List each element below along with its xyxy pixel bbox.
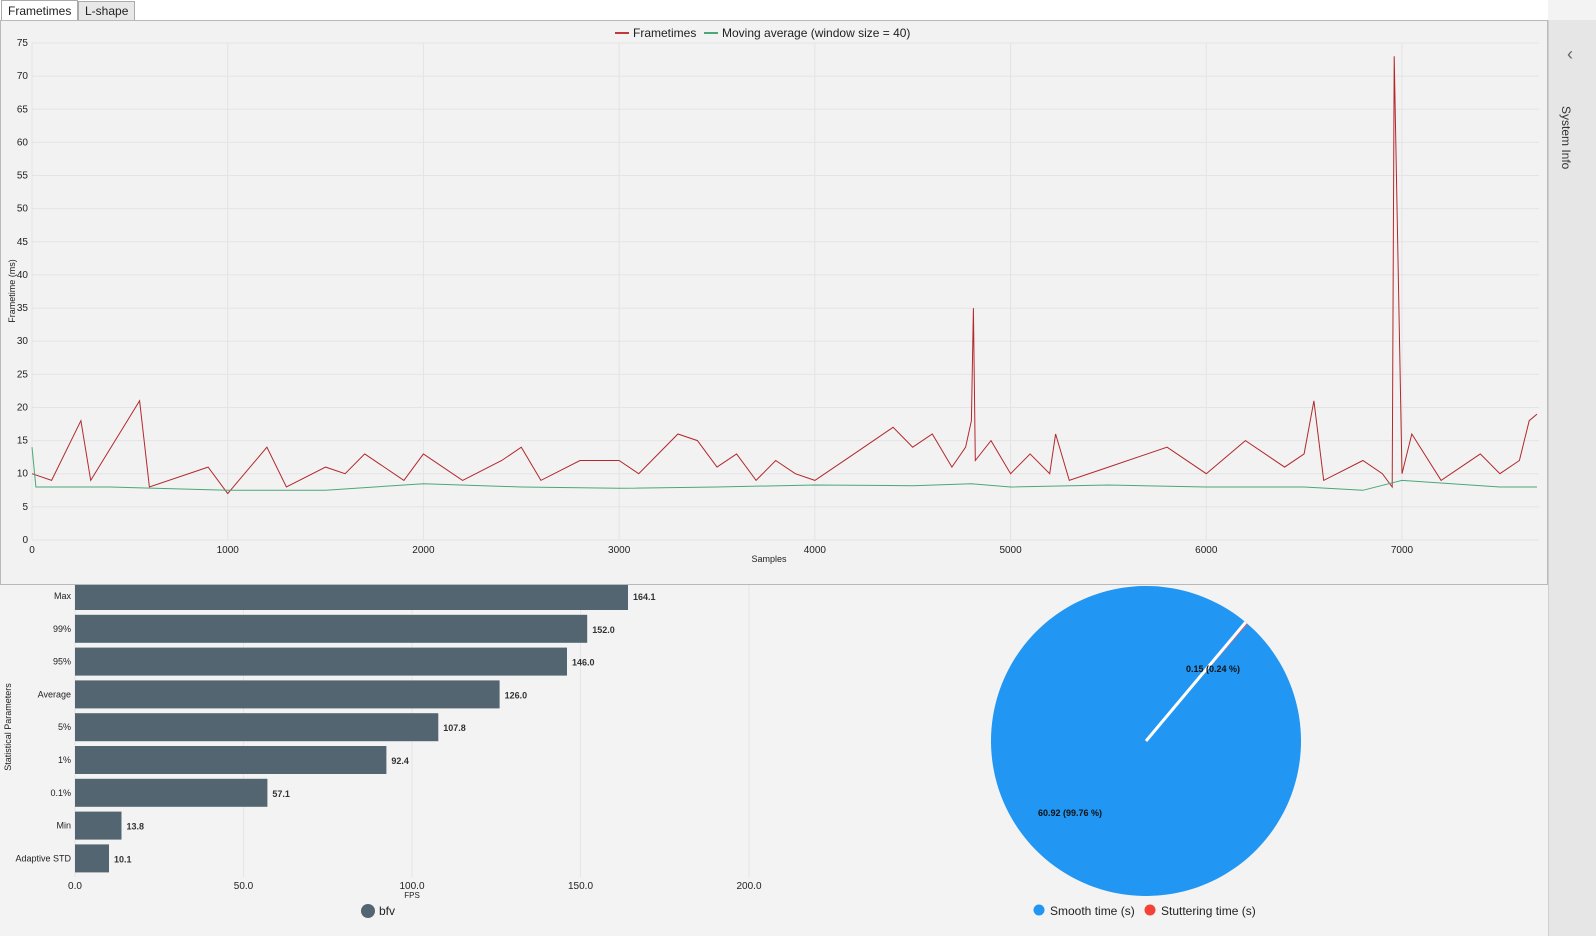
bar (75, 713, 439, 742)
y-tick-label: 35 (17, 303, 29, 314)
system-info-panel[interactable]: ‹ System Info (1548, 20, 1596, 936)
system-info-label: System Info (1559, 106, 1573, 170)
bar-category-label: Max (54, 591, 72, 601)
y-tick-label: 60 (17, 137, 29, 148)
y-tick-label: 30 (17, 336, 29, 347)
bar-category-label: 95% (53, 657, 71, 667)
frametimes-series-line (31, 56, 1538, 495)
bar (75, 811, 122, 840)
y-tick-label: 65 (17, 104, 29, 115)
frametime-chart: 0 5 10 15 20 25 30 35 40 45 50 55 60 65 70 75 0 1000 2000… (7, 26, 1539, 564)
moving-average-series-line (31, 447, 1537, 491)
pie-slice-separator (1144, 621, 1247, 742)
frametime-chart-panel: 0 5 10 15 20 25 30 35 40 45 50 55 60 65 70 75 0 1000 2000… (0, 20, 1548, 585)
tab-l-shape[interactable]: L-shape (78, 1, 136, 20)
statistics-area: Max 164.1 99% 152.0 95% 146.0 Average 126.0 5% 10… (0, 585, 1548, 936)
bar-value-label: 57.1 (272, 789, 290, 799)
bar (75, 647, 567, 676)
x-axis-label: Samples (751, 554, 787, 564)
legend-label-moving-average: Moving average (window size = 40) (722, 26, 910, 40)
y-tick-label: 0 (22, 535, 28, 546)
pie-legend-label-stutter: Stuttering time (s) (1161, 904, 1256, 918)
x-tick-label: 1000 (217, 545, 240, 556)
statistics-bar-chart: Max 164.1 99% 152.0 95% 146.0 Average 126.0 5% 10… (3, 585, 762, 918)
bar-value-label: 146.0 (572, 658, 595, 668)
x-tick-label: 6000 (1195, 545, 1218, 556)
bar-x-tick-label: 50.0 (234, 881, 254, 892)
tab-bar: Frametimes L-shape (0, 0, 1548, 21)
bar (75, 844, 109, 873)
pie-legend-swatch-smooth (1033, 904, 1045, 916)
bar-value-label: 92.4 (391, 756, 409, 766)
bar-value-label: 10.1 (114, 854, 132, 864)
bar-category-label: Min (56, 821, 71, 831)
bar-value-label: 152.0 (592, 625, 615, 635)
bar-category-label: 99% (53, 624, 71, 634)
bar-y-axis-label: Statistical Parameters (3, 683, 13, 771)
bar (75, 585, 628, 610)
y-tick-label: 10 (17, 469, 29, 480)
x-tick-label: 0 (29, 545, 35, 556)
bar-legend-swatch (361, 904, 375, 918)
x-tick-label: 3000 (608, 545, 631, 556)
y-tick-label: 5 (22, 502, 28, 513)
y-tick-label: 40 (17, 270, 29, 281)
bar-category-label: Adaptive STD (15, 853, 71, 863)
bar-x-tick-label: 0.0 (68, 881, 82, 892)
pie-label-smooth: 60.92 (99.76 %) (1038, 808, 1102, 818)
bar-x-tick-label: 100.0 (399, 881, 424, 892)
y-tick-label: 20 (17, 402, 29, 413)
tab-frametimes[interactable]: Frametimes (1, 0, 79, 21)
pie-legend-label-smooth: Smooth time (s) (1050, 904, 1135, 918)
bar-category-label: 5% (58, 722, 71, 732)
x-tick-label: 2000 (412, 545, 435, 556)
y-tick-label: 70 (17, 71, 29, 82)
bar-category-label: 1% (58, 755, 71, 765)
bar-value-label: 126.0 (505, 690, 528, 700)
x-tick-label: 7000 (1391, 545, 1414, 556)
bar-x-tick-label: 200.0 (736, 881, 761, 892)
pie-label-stutter: 0.15 (0.24 %) (1186, 664, 1240, 674)
pie-slice-smooth (991, 586, 1302, 897)
bar-value-label: 13.8 (127, 822, 145, 832)
y-tick-label: 50 (17, 204, 29, 215)
bar (75, 746, 387, 774)
chart-legend: Frametimes Moving average (window size =… (615, 26, 910, 40)
y-tick-label: 55 (17, 171, 29, 182)
bar-value-label: 164.1 (633, 592, 656, 602)
legend-label-frametimes: Frametimes (633, 26, 696, 40)
stutter-pie-chart: 60.92 (99.76 %) 0.15 (0.24 %) Smooth tim… (991, 586, 1302, 918)
bar-x-axis-label: FPS (404, 891, 420, 900)
bar (75, 680, 500, 709)
x-tick-label: 4000 (804, 545, 827, 556)
pie-legend-swatch-stutter (1144, 904, 1156, 916)
x-tick-label: 5000 (999, 545, 1022, 556)
bar (75, 778, 268, 807)
bar (75, 614, 588, 643)
bar-category-label: 0.1% (50, 788, 71, 798)
y-axis-label: Frametime (ms) (7, 259, 17, 323)
bar-category-label: Average (38, 689, 71, 699)
y-tick-label: 25 (17, 369, 29, 380)
y-tick-label: 45 (17, 237, 29, 248)
y-tick-label: 75 (17, 38, 29, 49)
bar-value-label: 107.8 (443, 723, 466, 733)
y-tick-label: 15 (17, 436, 29, 447)
chevron-left-icon[interactable]: ‹ (1567, 44, 1573, 64)
bar-x-tick-label: 150.0 (568, 881, 593, 892)
bar-legend-label: bfv (379, 904, 395, 918)
